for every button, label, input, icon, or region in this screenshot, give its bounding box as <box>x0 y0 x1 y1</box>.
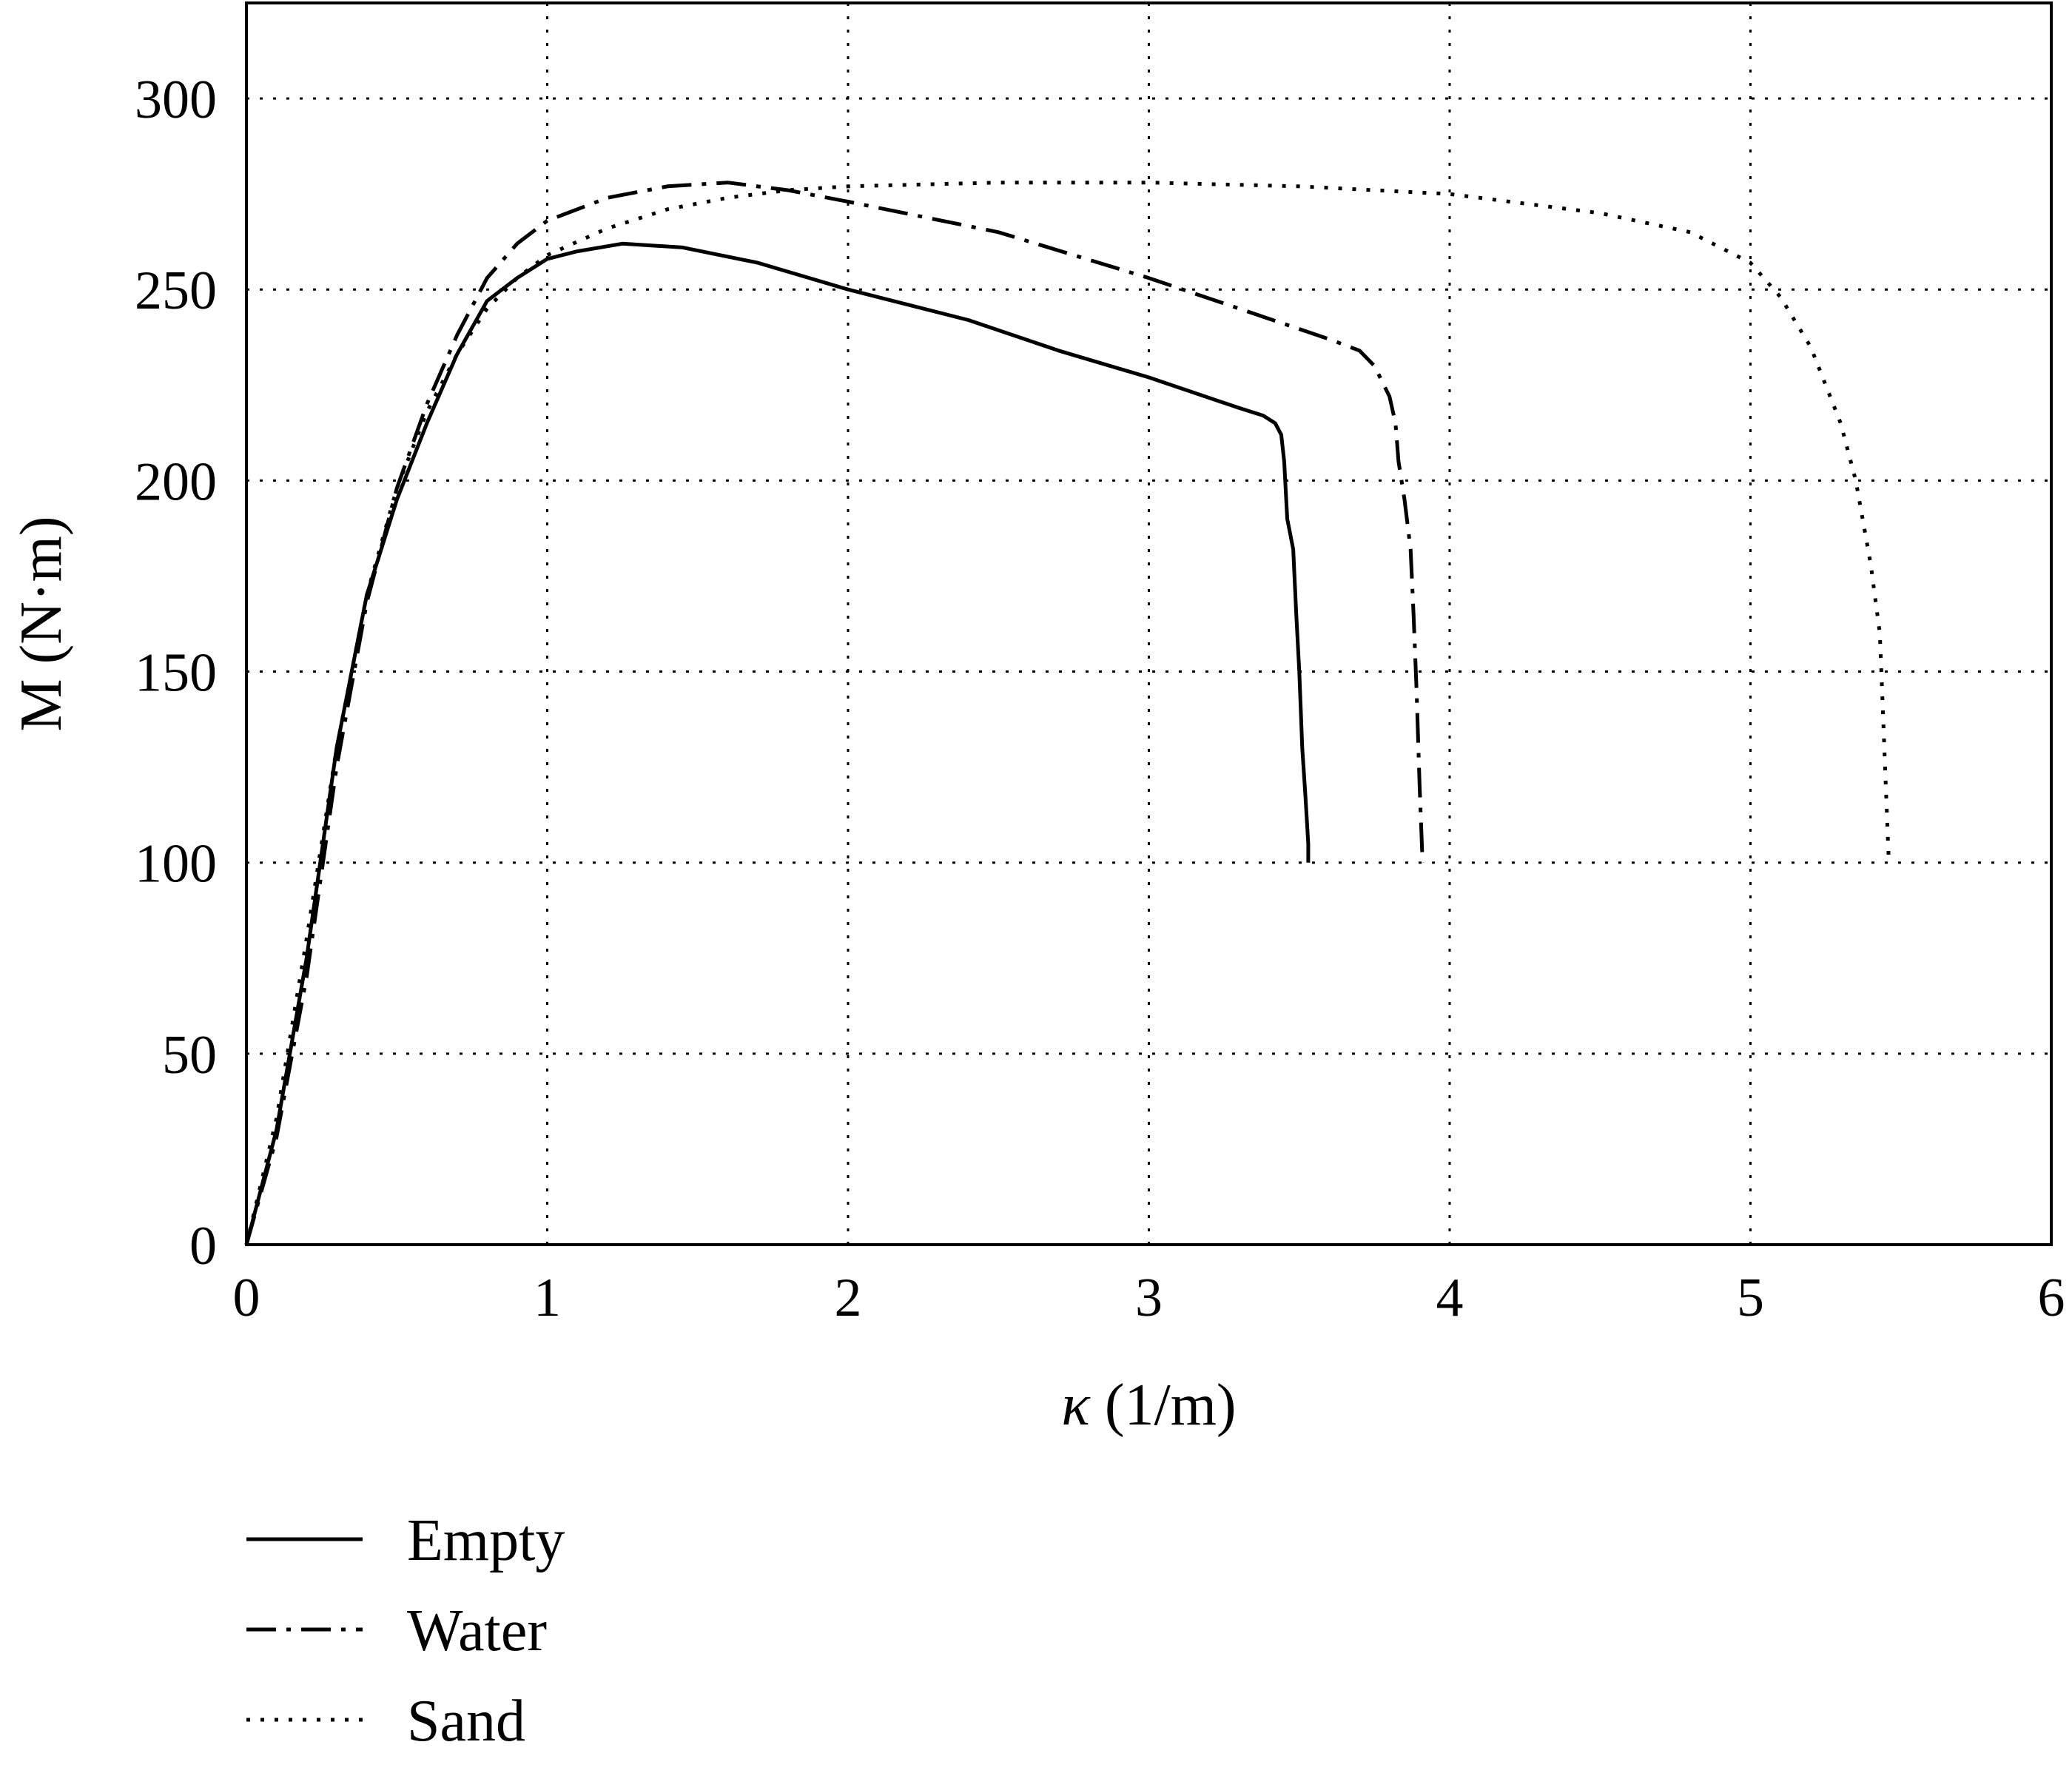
legend: Empty Water Sand <box>246 1508 565 1754</box>
x-tick-label: 6 <box>2038 1268 2065 1328</box>
y-tick-labels: 0 50 100 150 200 250 300 <box>135 70 217 1276</box>
grid <box>246 3 2051 1245</box>
y-axis-title: M (N·m) <box>9 516 74 731</box>
legend-label-sand: Sand <box>407 1689 525 1754</box>
x-tick-label: 2 <box>835 1268 862 1328</box>
x-axis-symbol: κ <box>1061 1373 1091 1438</box>
x-tick-labels: 0 1 2 3 4 5 6 <box>233 1268 2065 1328</box>
series-line-empty <box>244 241 1311 1245</box>
series-line-sand <box>244 181 1891 1245</box>
x-tick-label: 0 <box>233 1268 260 1328</box>
x-tick-label: 4 <box>1436 1268 1464 1328</box>
plot-frame <box>245 1 2053 1246</box>
x-tick-label: 3 <box>1135 1268 1163 1328</box>
x-axis-unit: (1/m) <box>1090 1373 1237 1438</box>
y-tick-label: 150 <box>135 643 217 704</box>
y-tick-label: 100 <box>135 834 217 895</box>
y-tick-label: 50 <box>162 1025 217 1086</box>
x-tick-label: 5 <box>1737 1268 1764 1328</box>
x-axis-title: κ (1/m) <box>1061 1373 1236 1438</box>
y-tick-label: 200 <box>135 451 217 512</box>
y-tick-label: 300 <box>135 70 217 130</box>
series-line-water <box>244 181 1424 1245</box>
legend-label-empty: Empty <box>407 1508 565 1573</box>
x-tick-label: 1 <box>534 1268 561 1328</box>
y-tick-label: 0 <box>189 1216 217 1276</box>
legend-label-water: Water <box>407 1598 547 1664</box>
y-tick-label: 250 <box>135 260 217 321</box>
series-lines <box>244 181 1891 1245</box>
